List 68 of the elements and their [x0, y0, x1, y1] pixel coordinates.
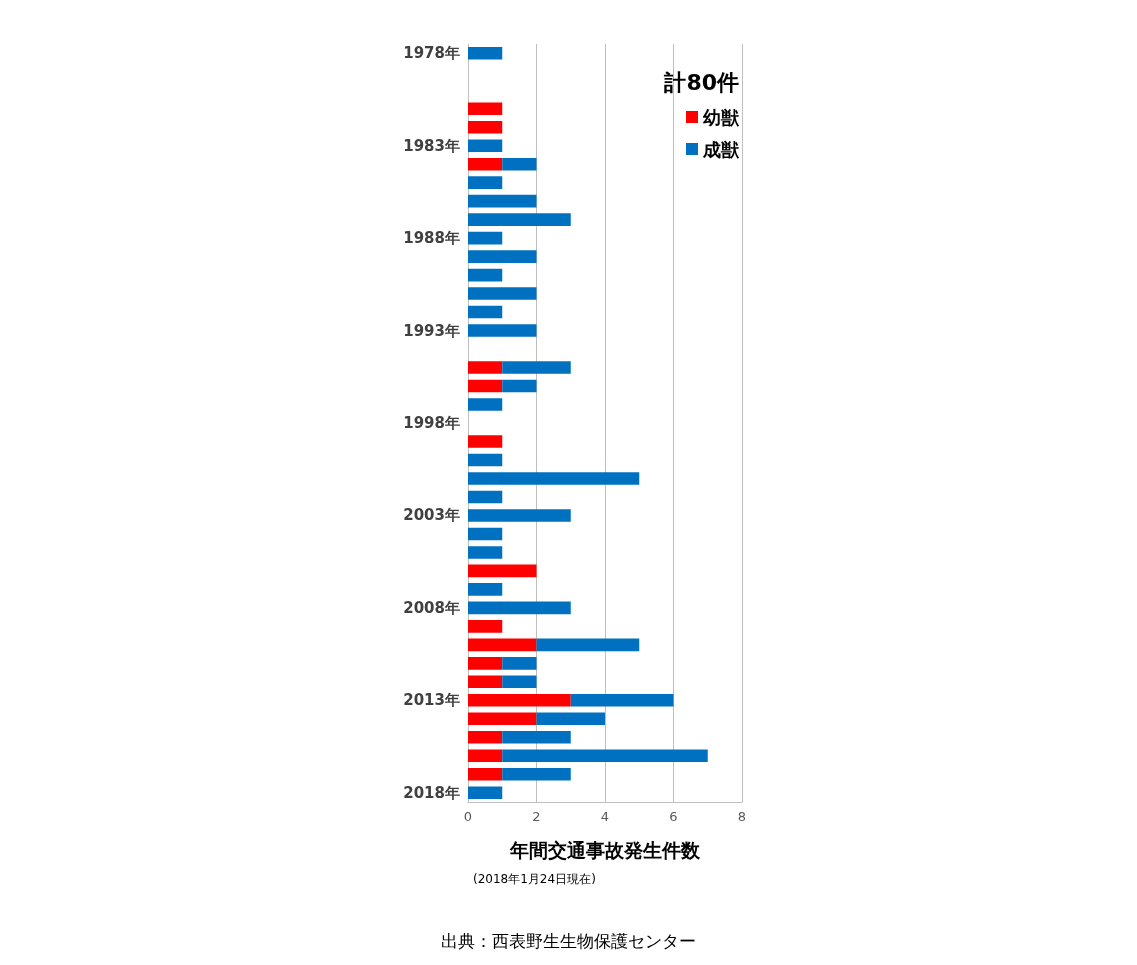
x-tick-label: 0	[463, 809, 473, 824]
bar	[502, 157, 537, 171]
bar	[570, 694, 674, 707]
bar	[502, 767, 571, 781]
source-note: 出典：西表野生生物保護センター	[441, 932, 696, 951]
bar	[536, 712, 605, 726]
bar	[468, 139, 503, 152]
bar	[468, 638, 537, 652]
bar	[468, 657, 503, 670]
bar	[468, 157, 503, 171]
bar	[468, 213, 571, 226]
bar	[468, 287, 537, 300]
bar	[468, 194, 537, 208]
bar	[468, 361, 503, 374]
bar	[468, 731, 503, 744]
x-tick-label: 4	[600, 809, 610, 824]
bar	[468, 509, 571, 522]
bar	[502, 379, 537, 393]
x-tick-label: 2	[532, 809, 541, 824]
bar	[468, 379, 503, 393]
bar	[502, 675, 537, 689]
bar	[468, 453, 503, 467]
bar	[468, 46, 503, 60]
bar	[468, 268, 503, 282]
bar	[468, 176, 503, 189]
legend-label: 幼獣	[703, 106, 740, 128]
bar	[468, 435, 503, 448]
bar	[468, 527, 503, 541]
y-tick-label: 1988年	[403, 229, 460, 248]
bar	[502, 361, 571, 374]
y-tick-label: 2018年	[403, 783, 460, 802]
bar	[502, 749, 708, 763]
bar	[468, 712, 537, 726]
bar	[468, 601, 571, 615]
x-tick-label: 6	[669, 809, 678, 824]
bar	[468, 620, 503, 633]
bar	[468, 250, 537, 263]
y-tick-label: 1998年	[403, 414, 460, 432]
bar	[468, 767, 503, 781]
bar	[468, 324, 537, 337]
x-tick-label: 8	[737, 809, 747, 824]
bar	[468, 102, 503, 115]
bar	[468, 305, 503, 319]
bar	[468, 398, 503, 411]
y-tick-label: 1983年	[403, 136, 460, 155]
y-tick-label: 1978年	[403, 44, 460, 63]
bar	[468, 546, 503, 559]
bar	[536, 638, 640, 652]
bar	[502, 657, 537, 670]
bar	[468, 231, 503, 245]
bar	[468, 120, 503, 134]
bar	[468, 472, 640, 485]
y-tick-label: 2003年	[403, 506, 460, 525]
bar	[468, 490, 503, 504]
bar	[468, 675, 503, 689]
text: (2018年1月24日現在)	[473, 872, 596, 886]
bar	[468, 564, 537, 578]
bar	[502, 731, 571, 744]
bar	[468, 694, 571, 707]
bar	[468, 786, 503, 800]
legend-label: 成獣	[702, 138, 740, 160]
y-tick-label: 2008年	[403, 598, 460, 617]
legend-title: 計80件	[663, 69, 740, 95]
bar	[468, 583, 503, 596]
x-axis-title: 年間交通事故発生件数	[509, 838, 701, 861]
bar	[468, 749, 503, 763]
y-tick-label: 2013年	[403, 691, 460, 710]
y-tick-label: 1993年	[403, 321, 460, 340]
